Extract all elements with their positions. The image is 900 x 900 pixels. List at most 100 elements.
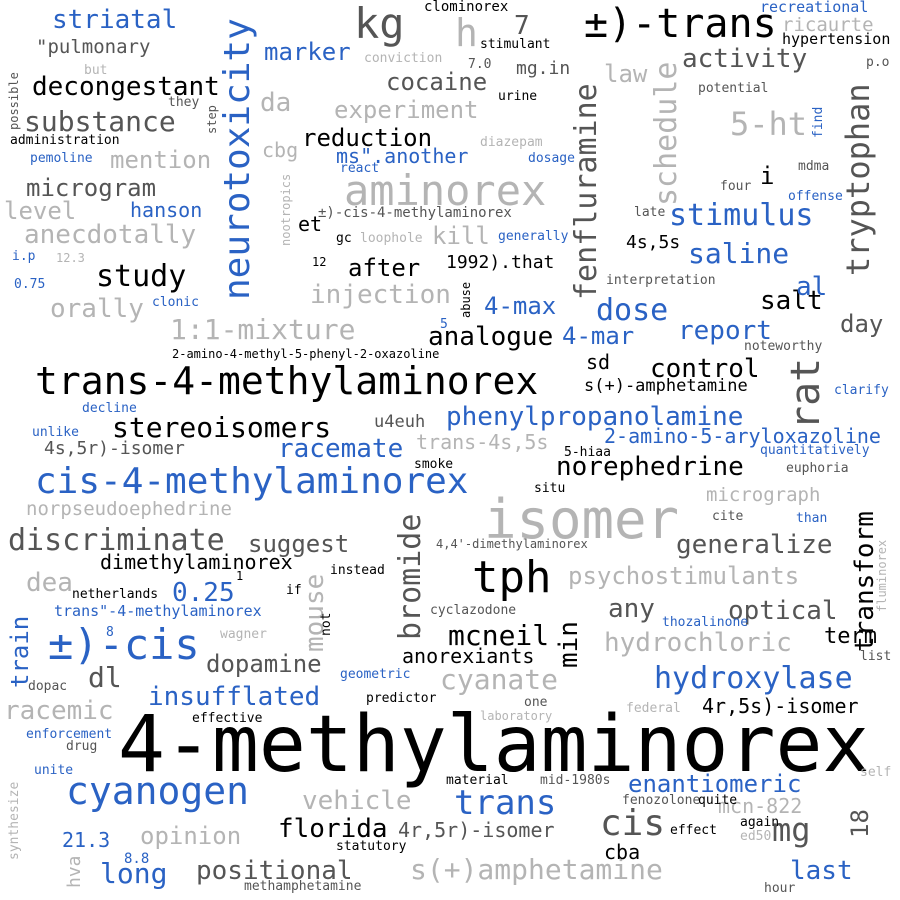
word: psychostimulants <box>568 564 799 588</box>
word: mid-1980s <box>540 774 610 787</box>
word: h <box>455 14 478 52</box>
word: 8.8 <box>124 852 149 866</box>
word: clarify <box>834 384 889 397</box>
word: possible <box>8 72 20 130</box>
word: stimulant <box>480 38 550 51</box>
word: fenfluramine <box>572 83 602 300</box>
word: cyclazodone <box>430 604 516 617</box>
word: 1992).that <box>446 254 554 272</box>
word: micrograph <box>706 486 820 505</box>
word: loophole <box>360 232 423 245</box>
word: 5 <box>440 318 448 331</box>
word: ed50 <box>740 830 771 843</box>
word: al <box>796 274 827 300</box>
word: effect <box>670 824 717 837</box>
word: administration <box>10 134 120 147</box>
word: 4-max <box>484 294 556 318</box>
word: i.p <box>12 250 35 263</box>
word: 4r,5s)-isomer <box>702 696 859 716</box>
word: law <box>604 62 647 86</box>
word: urine <box>498 90 537 103</box>
word: 4-mar <box>562 324 634 348</box>
word: predictor <box>366 692 436 705</box>
word: "pulmonary <box>36 38 150 57</box>
word: geometric <box>340 668 410 681</box>
word: sd <box>586 352 610 372</box>
word: rat <box>786 358 826 430</box>
word: mg.in <box>516 60 570 78</box>
word: decline <box>82 402 137 415</box>
word: term <box>824 626 877 648</box>
word: mdma <box>798 160 829 173</box>
word: experiment <box>334 98 479 122</box>
word: hour <box>764 882 795 895</box>
word: not <box>320 613 333 636</box>
word: interpretation <box>606 274 716 287</box>
word: four <box>720 180 751 193</box>
word: day <box>840 312 883 336</box>
word: diazepam <box>480 136 543 149</box>
word: 1 <box>236 570 243 582</box>
word: cis <box>600 806 665 842</box>
word: cocaine <box>386 70 487 94</box>
word: potential <box>698 82 768 95</box>
word: schedule <box>652 62 682 207</box>
word: kg <box>354 3 405 45</box>
word: gc <box>336 232 352 245</box>
word: 7 <box>514 13 530 39</box>
word: clominorex <box>424 0 508 14</box>
word: offense <box>788 190 843 203</box>
word: unite <box>34 764 73 777</box>
word: 2-amino-4-methyl-5-phenyl-2-oxazoline <box>172 348 439 360</box>
word: fenozolone <box>622 794 700 807</box>
word: marker <box>264 40 351 64</box>
word: last <box>790 858 853 884</box>
word: s(+)-amphetamine <box>584 378 748 395</box>
word: ±)-cis-4-methylaminorex <box>318 206 512 220</box>
word: striatal <box>52 7 177 33</box>
word: one <box>524 696 547 709</box>
word: racemic <box>4 698 114 724</box>
word: 7.0 <box>468 58 491 71</box>
word: late <box>634 206 665 219</box>
word: dopamine <box>206 652 322 676</box>
word: hanson <box>130 200 202 220</box>
word: than <box>796 512 827 525</box>
word: dimethylaminorex <box>100 552 293 572</box>
word: 21.3 <box>62 830 110 850</box>
word: methamphetamine <box>244 880 361 893</box>
word: tryptophan <box>842 83 874 276</box>
word: unlike <box>32 426 79 439</box>
word: material <box>446 774 509 787</box>
word: cite <box>712 510 743 523</box>
word: effective <box>192 712 262 725</box>
word: quantitatively <box>760 444 870 457</box>
word: dea <box>26 570 73 596</box>
word: nootropics <box>280 174 292 246</box>
word: u4euh <box>374 414 425 431</box>
word: trans-4-methylaminorex <box>35 362 538 400</box>
word: again <box>740 816 779 829</box>
word: netherlands <box>72 588 158 601</box>
word: stimulus <box>669 201 814 231</box>
word: hypertension <box>782 32 890 47</box>
word: they <box>168 96 199 109</box>
word: euphoria <box>786 462 849 475</box>
word: recreational <box>760 0 868 15</box>
word: 0.75 <box>14 278 45 291</box>
word: thozalinone <box>662 616 748 629</box>
word: hydroxylase <box>654 664 853 694</box>
word: react <box>340 162 379 175</box>
word: train <box>8 616 32 688</box>
word: after <box>348 256 420 280</box>
word: wagner <box>220 628 267 641</box>
word: p.o <box>866 56 889 69</box>
word: min <box>556 621 582 668</box>
word: substance <box>24 108 176 136</box>
word: injection <box>310 282 451 308</box>
word: abuse <box>460 282 472 318</box>
word: 8 <box>106 626 114 639</box>
word: i <box>760 164 774 188</box>
word: if <box>286 584 302 597</box>
